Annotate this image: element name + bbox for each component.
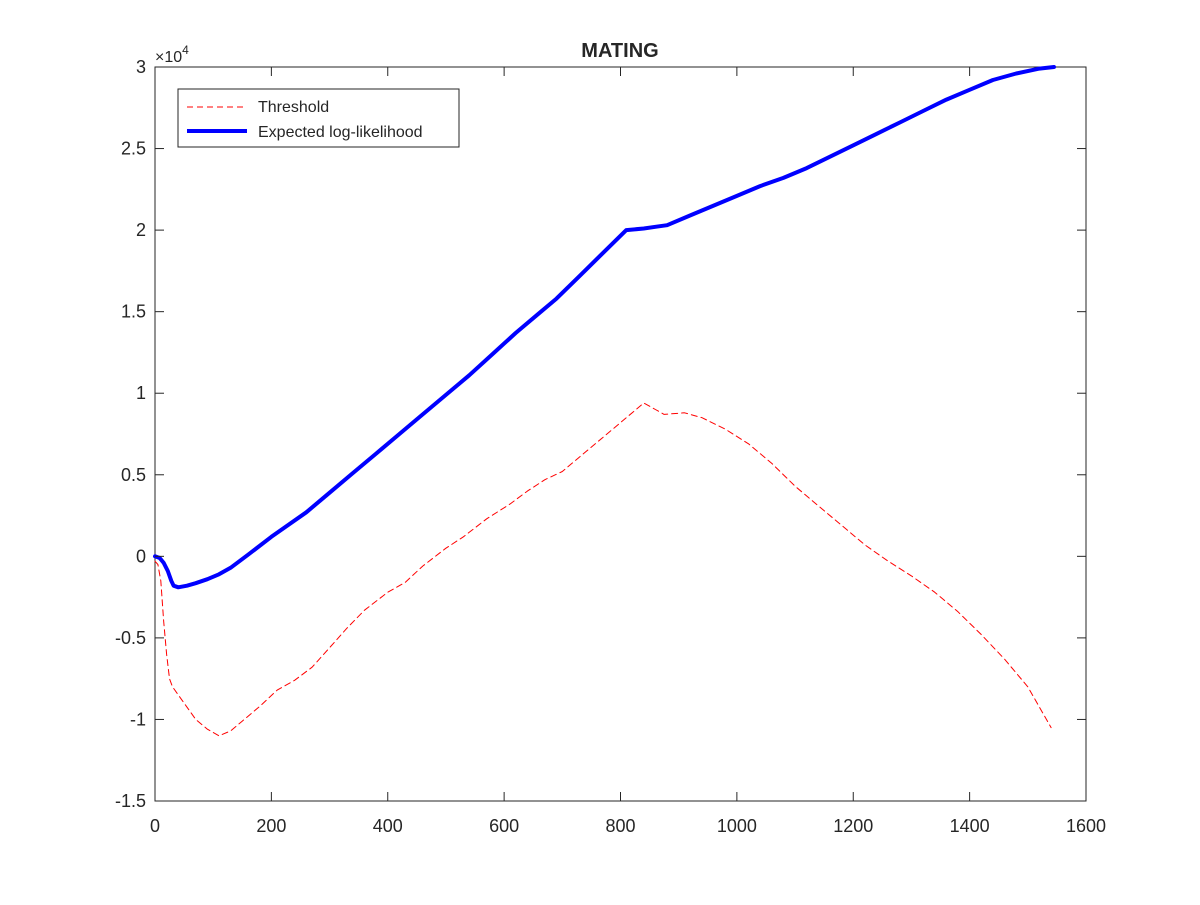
plot-area — [154, 66, 1087, 802]
x-axis-ticks: 0 200 400 600 800 1000 1200 1400 1600 — [150, 67, 1106, 836]
y-tick-label: 0 — [136, 546, 146, 566]
axes-box — [154, 66, 1087, 802]
y-tick-label: 1.5 — [121, 302, 146, 322]
y-tick-label: 3 — [136, 57, 146, 77]
x-tick-label: 1400 — [950, 816, 990, 836]
y-tick-label: -1.5 — [115, 791, 146, 811]
y-tick-label: 2 — [136, 220, 146, 240]
y-axis-exponent: ×104 — [155, 43, 189, 66]
legend: Threshold Expected log-likelihood — [177, 88, 460, 148]
x-tick-label: 600 — [489, 816, 519, 836]
x-tick-label: 400 — [373, 816, 403, 836]
y-tick-label: 1 — [136, 383, 146, 403]
chart-title: MATING — [581, 40, 658, 62]
x-tick-label: 200 — [256, 816, 286, 836]
legend-box — [177, 88, 460, 148]
legend-expected-label: Expected log-likelihood — [258, 124, 423, 141]
y-tick-label: -0.5 — [115, 628, 146, 648]
y-tick-label: 0.5 — [121, 465, 146, 485]
y-axis-ticks: -1.5 -1 -0.5 0 0.5 1 1.5 2 2.5 3 — [115, 57, 1086, 811]
x-tick-label: 800 — [605, 816, 635, 836]
y-tick-label: -1 — [130, 709, 146, 729]
x-tick-label: 1000 — [717, 816, 757, 836]
x-tick-label: 1200 — [833, 816, 873, 836]
y-axis-exponent-base: ×10 — [155, 49, 182, 66]
series-layer — [153, 65, 1056, 737]
legend-threshold-label: Threshold — [258, 99, 329, 116]
series-expected-log-likelihood-line — [153, 65, 1056, 590]
x-tick-label: 1600 — [1066, 816, 1106, 836]
x-tick-label: 0 — [150, 816, 160, 836]
series-threshold-line — [154, 402, 1052, 737]
y-axis-exponent-power: 4 — [182, 43, 189, 57]
y-tick-label: 2.5 — [121, 139, 146, 159]
